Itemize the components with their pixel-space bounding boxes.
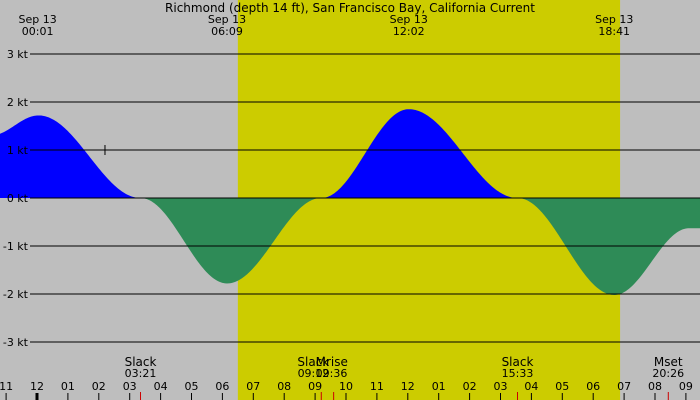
y-tick-label: 3 kt xyxy=(7,48,29,61)
top-date-label: Sep 13 xyxy=(208,13,246,26)
event-name-label: Mset xyxy=(654,355,683,369)
hour-tick-label: 11 xyxy=(0,380,13,393)
hour-tick-label: 12 xyxy=(30,380,44,393)
event-name-label: Slack xyxy=(502,355,534,369)
event-time-label: 09:36 xyxy=(316,367,348,380)
hour-tick-label: 06 xyxy=(586,380,600,393)
gridlines xyxy=(30,53,700,343)
y-tick-label: -2 kt xyxy=(3,288,29,301)
top-time-label: 18:41 xyxy=(598,25,630,38)
y-tick-label: -1 kt xyxy=(3,240,29,253)
hour-tick-label: 08 xyxy=(277,380,291,393)
y-tick-label: 1 kt xyxy=(7,144,29,157)
hour-tick-label: 05 xyxy=(185,380,199,393)
hour-tick-label: 02 xyxy=(92,380,106,393)
ebb-current-area xyxy=(0,198,700,295)
top-time-label: 00:01 xyxy=(22,25,54,38)
hour-tick-label: 03 xyxy=(123,380,137,393)
hour-tick-label: 02 xyxy=(463,380,477,393)
hour-tick-label: 11 xyxy=(370,380,384,393)
event-time-label: 03:21 xyxy=(125,367,157,380)
event-time-label: 20:26 xyxy=(652,367,684,380)
hour-axis: 11 12 01 02 03 04 05 06 07 08 09 10 11 12 01 02 03 04 05 06… xyxy=(0,380,693,400)
chart-title: Richmond (depth 14 ft), San Francisco Ba… xyxy=(165,1,535,15)
hour-tick-label: 05 xyxy=(555,380,569,393)
hour-tick-label: 01 xyxy=(61,380,75,393)
top-date-label: Sep 13 xyxy=(595,13,633,26)
hour-tick-label: 04 xyxy=(524,380,538,393)
hour-tick-label: 09 xyxy=(679,380,693,393)
hour-tick-label: 03 xyxy=(494,380,508,393)
event-time-label: 09:12 xyxy=(298,367,330,380)
hour-tick-label: 12 xyxy=(401,380,415,393)
hour-tick-label: 07 xyxy=(246,380,260,393)
hour-tick-label: 04 xyxy=(154,380,168,393)
y-tick-label: 0 kt xyxy=(7,192,29,205)
event-labels: Slack03:21Slack09:12Mrise09:36Slack15:33… xyxy=(125,355,684,400)
top-time-label: 06:09 xyxy=(211,25,243,38)
event-name-label: Mrise xyxy=(316,355,348,369)
hour-tick-label: 10 xyxy=(339,380,353,393)
y-tick-label: 2 kt xyxy=(7,96,29,109)
event-time-label: 15:33 xyxy=(502,367,534,380)
y-tick-label: -3 kt xyxy=(3,336,29,349)
y-axis-labels: 3 kt 2 kt 1 kt 0 kt -1 kt -2 kt -3 kt xyxy=(3,48,29,349)
event-name-label: Slack xyxy=(297,355,329,369)
hour-tick-label: 01 xyxy=(432,380,446,393)
hour-tick-label: 07 xyxy=(617,380,631,393)
flood-current-area xyxy=(0,109,700,198)
top-date-label: Sep 13 xyxy=(19,13,57,26)
hour-tick-label: 09 xyxy=(308,380,322,393)
top-time-label: 12:02 xyxy=(393,25,425,38)
hour-tick-label: 08 xyxy=(648,380,662,393)
hour-tick-label: 06 xyxy=(215,380,229,393)
top-date-label: Sep 13 xyxy=(390,13,428,26)
event-name-label: Slack xyxy=(125,355,157,369)
